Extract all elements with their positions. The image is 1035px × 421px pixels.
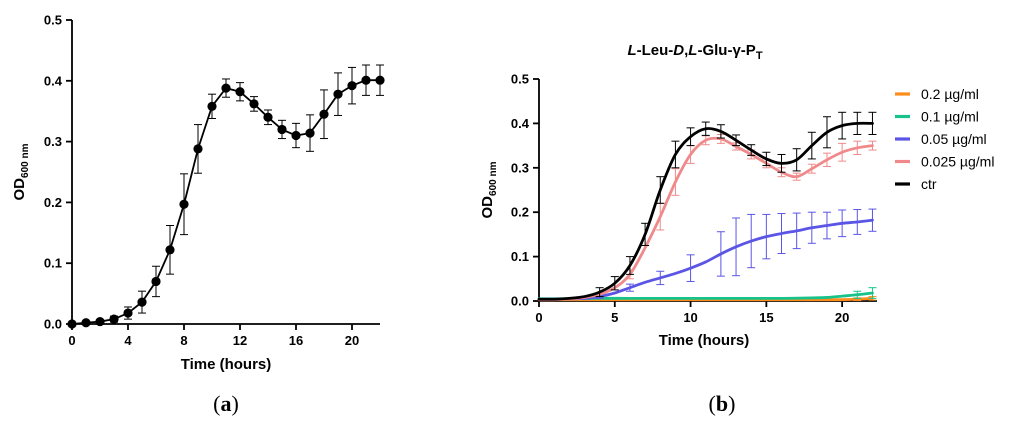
x-tick-label: 4 [124, 333, 132, 348]
chart-b-y-ticks: 0.0 0.1 0.2 0.3 0.4 0.5 [511, 72, 539, 309]
series-line [537, 136, 874, 302]
chart-b-series [537, 111, 877, 302]
data-point [81, 318, 91, 328]
legend-label: 0.05 µg/ml [921, 131, 987, 147]
legend-label: 0.025 µg/ml [921, 154, 994, 170]
x-tick-label: 5 [611, 310, 618, 325]
panel-label-b: (b) [709, 391, 736, 416]
series-group [537, 208, 877, 301]
x-tick-label: 16 [289, 333, 303, 348]
chart-b: L-Leu-D,L-Glu-γ-PT 0 5 10 15 20 0.0 0.1 0.2 0.3… [479, 42, 994, 416]
y-tick-label: 0.3 [511, 160, 529, 175]
series-group [537, 134, 877, 302]
chart-a-points [67, 75, 385, 329]
data-point [207, 101, 217, 111]
series-group [537, 111, 877, 301]
x-tick-label: 20 [835, 310, 849, 325]
data-point [375, 75, 385, 85]
data-point [221, 83, 231, 93]
data-point [291, 130, 301, 141]
x-tick-label: 15 [759, 310, 773, 325]
y-tick-label: 0.2 [44, 195, 62, 210]
chart-a-y-axis-label: OD600 nm [11, 143, 31, 200]
series-line [537, 218, 874, 301]
y-tick-label: 0.4 [511, 116, 530, 131]
legend-label: ctr [921, 176, 937, 192]
legend-label: 0.2 µg/ml [921, 86, 979, 102]
data-point [165, 245, 175, 255]
data-point [193, 144, 203, 154]
x-tick-label: 20 [345, 333, 359, 348]
data-point [95, 316, 105, 327]
data-point [277, 124, 287, 135]
chart-b-axes [538, 79, 877, 302]
data-point [333, 89, 343, 99]
chart-b-x-axis-label: Time (hours) [659, 332, 750, 349]
data-point [151, 276, 161, 287]
legend-label: 0.1 µg/ml [921, 109, 979, 125]
y-tick-label: 0.3 [44, 134, 62, 149]
data-point [235, 87, 245, 97]
x-tick-label: 8 [180, 333, 187, 348]
data-point [123, 308, 133, 318]
y-tick-label: 0.0 [511, 294, 529, 309]
chart-a-x-ticks: 0 4 8 12 16 20 [68, 324, 359, 348]
data-point [179, 199, 189, 209]
chart-a: 0 4 8 12 16 20 0.0 0.1 0.2 0.3 0.4 0.5 Time (hours… [11, 13, 385, 416]
data-point [109, 314, 119, 324]
data-point [263, 112, 273, 122]
y-tick-label: 0.5 [511, 72, 529, 87]
data-point [361, 75, 371, 85]
chart-a-error-bars [82, 64, 384, 325]
x-tick-label: 10 [683, 310, 697, 325]
y-tick-label: 0.1 [511, 249, 529, 264]
data-point [67, 319, 77, 329]
y-tick-label: 0.4 [44, 73, 63, 88]
data-point [319, 109, 329, 119]
chart-b-x-ticks: 0 5 10 15 20 [535, 301, 849, 325]
data-point [305, 128, 315, 138]
chart-a-series-line [71, 79, 380, 325]
data-point [347, 81, 357, 91]
x-tick-label: 12 [233, 333, 247, 348]
panel-label-a: (a) [213, 391, 239, 416]
chart-a-axes [71, 20, 380, 325]
y-tick-label: 0.1 [44, 256, 62, 271]
chart-b-y-axis-label: OD600 nm [479, 161, 499, 218]
y-tick-label: 0.5 [44, 13, 62, 28]
x-tick-label: 0 [535, 310, 542, 325]
data-point [137, 297, 147, 307]
data-point [249, 99, 259, 109]
chart-a-x-axis-label: Time (hours) [181, 356, 272, 373]
x-tick-label: 0 [68, 333, 75, 348]
chart-b-title: L-Leu-D,L-Glu-γ-PT [627, 42, 762, 62]
y-tick-label: 0.0 [44, 317, 62, 332]
y-tick-label: 0.2 [511, 205, 529, 220]
chart-a-y-ticks: 0.0 0.1 0.2 0.3 0.4 0.5 [44, 13, 72, 332]
series-line [537, 121, 874, 301]
chart-b-legend: 0.2 µg/ml 0.1 µg/ml 0.05 µg/ml 0.025 µg/ml c… [895, 86, 994, 192]
